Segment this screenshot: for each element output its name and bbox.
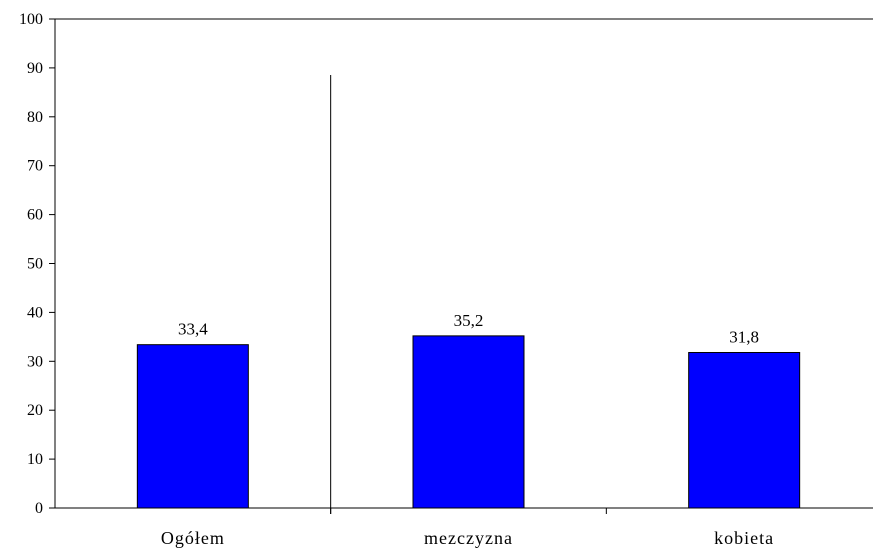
y-tick-label: 50 [27,256,43,273]
data-label: 35,2 [454,311,484,330]
data-label: 33,4 [178,320,208,339]
y-tick-label: 60 [27,207,43,224]
category-label: kobieta [714,528,774,548]
y-tick-label: 20 [27,402,43,419]
bar-Ogółem [136,344,249,509]
y-tick-label: 10 [27,451,43,468]
category-labels: Ogółem mezczyzna kobieta [161,528,774,548]
x-axis-ticks [330,508,607,514]
data-labels: 33,4 35,2 31,8 [178,311,759,347]
data-label: 31,8 [729,327,759,346]
y-tick-label: 40 [27,304,43,321]
category-label: mezczyzna [424,528,513,548]
y-tick-label: 100 [19,11,43,28]
bar-kobieta [688,351,801,509]
category-label: Ogółem [161,528,225,548]
y-tick-label: 70 [27,158,43,175]
y-tick-label: 0 [35,500,43,517]
bars [136,335,801,509]
y-tick-label: 30 [27,353,43,370]
bar-mezczyzna [412,335,525,509]
y-axis-ticks: 0 10 20 30 40 50 60 70 80 90 100 [19,11,55,517]
y-tick-label: 90 [27,60,43,77]
y-tick-label: 80 [27,109,43,126]
